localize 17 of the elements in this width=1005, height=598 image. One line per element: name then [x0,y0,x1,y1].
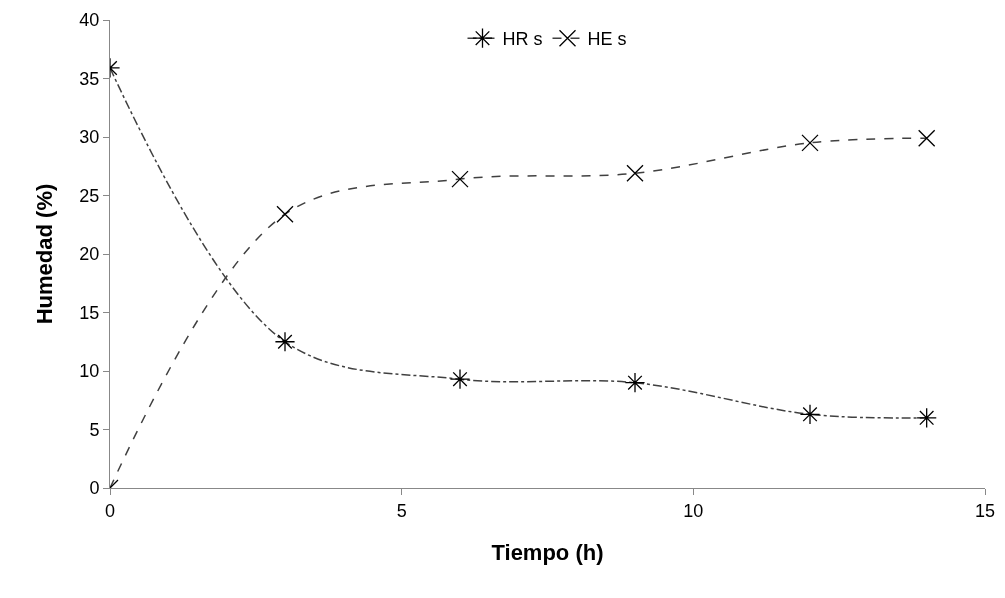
y-tick-label: 0 [89,478,100,499]
y-tick-label: 25 [79,185,100,206]
legend-label: HE s [587,29,627,50]
y-axis-title: Humedad (%) [32,183,58,325]
x-tick-label: 5 [396,500,407,521]
y-tick-label: 40 [79,10,100,31]
y-tick-label: 30 [79,127,100,148]
y-tick-label: 5 [89,419,100,440]
x-tick-label: 0 [104,500,116,521]
x-tick-label: 10 [683,500,704,521]
y-tick-label: 20 [79,244,100,265]
y-tick-label: 10 [79,361,100,382]
legend-label: HR s [502,29,543,50]
x-tick-label: 15 [974,500,996,521]
y-tick-label: 35 [79,68,100,89]
x-axis-title: Tiempo (h) [491,540,604,566]
y-tick-label: 15 [79,302,100,323]
